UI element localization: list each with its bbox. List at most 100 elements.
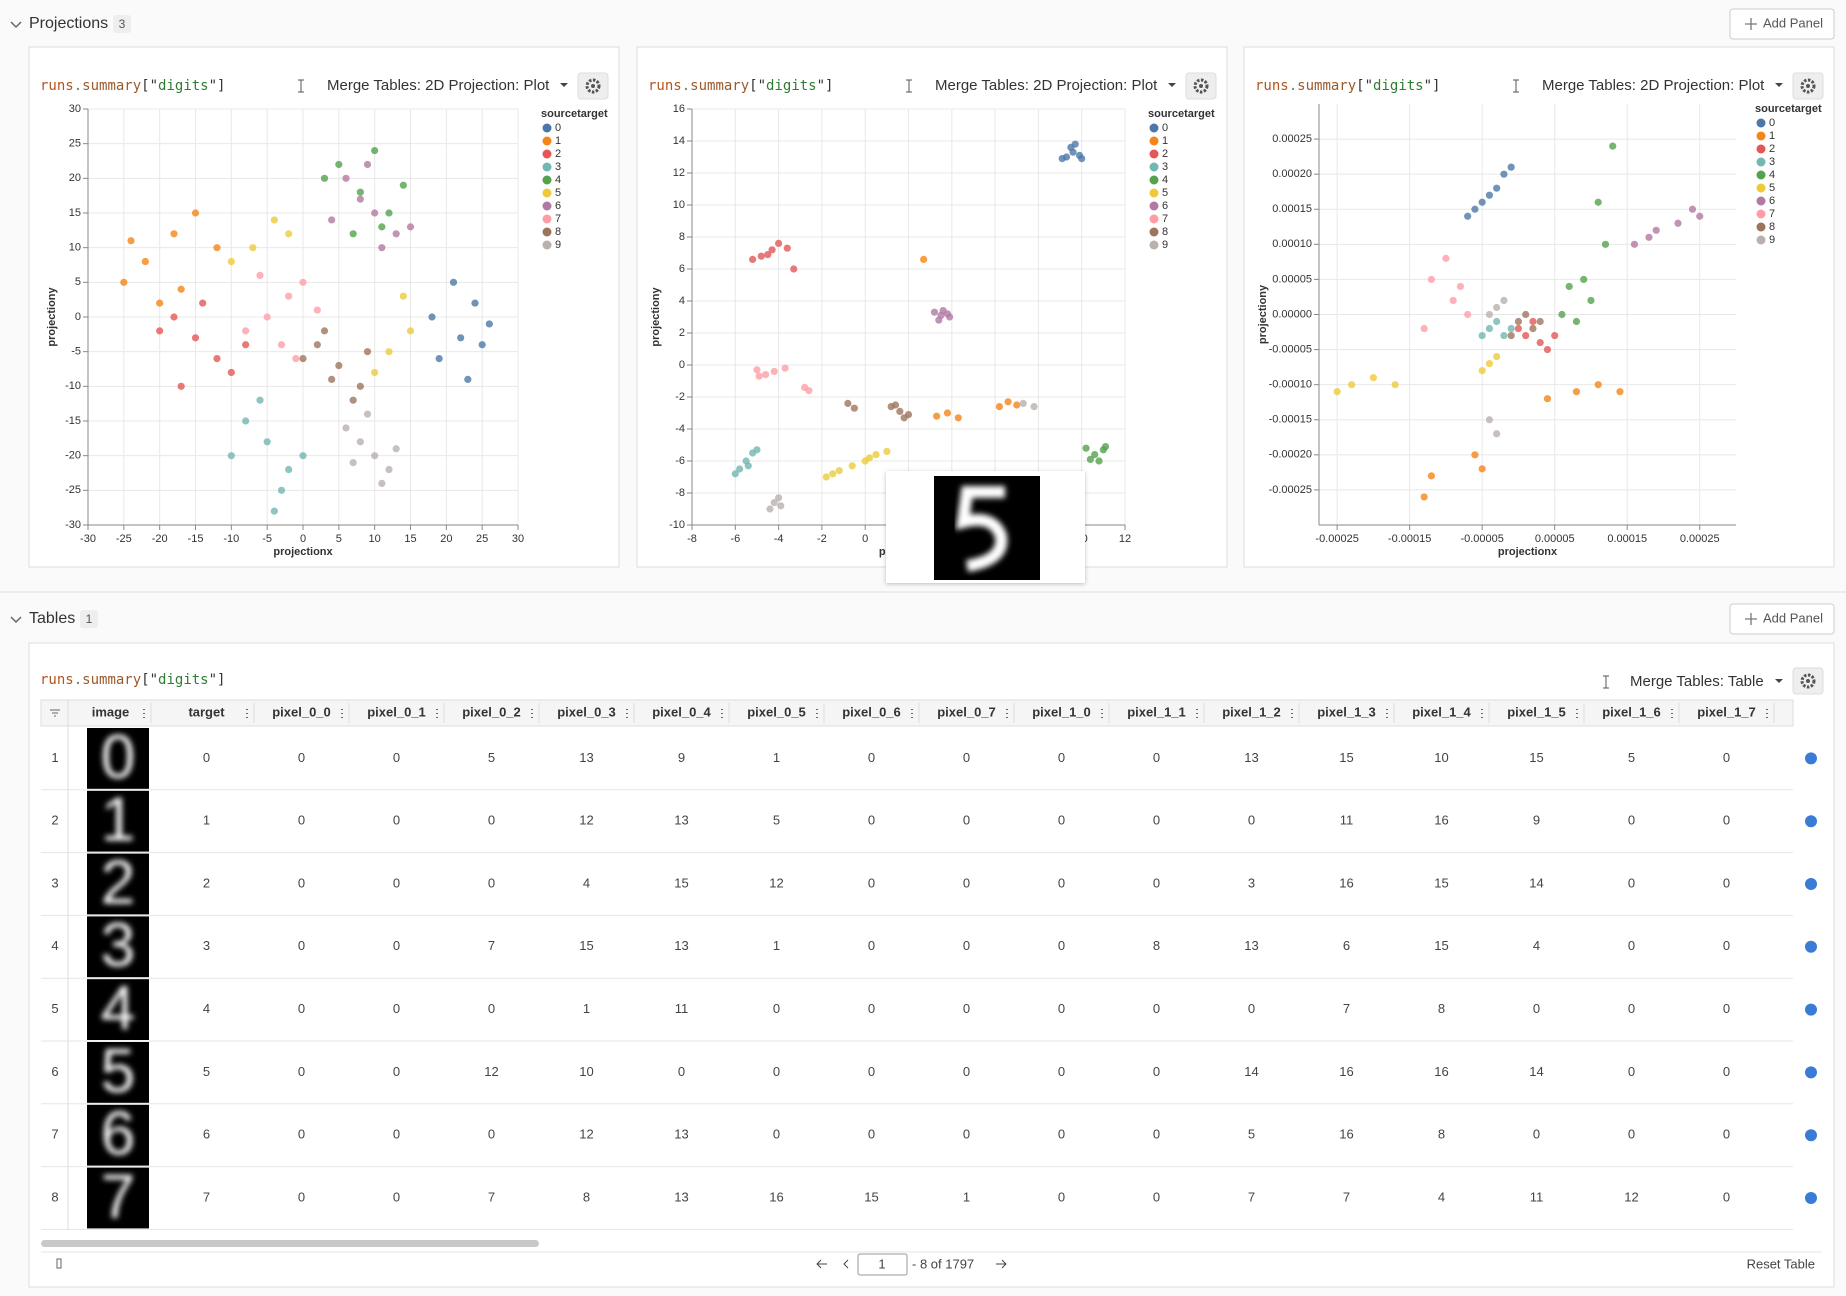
cell: 0	[203, 750, 210, 765]
column-header[interactable]: pixel_1_7	[1697, 704, 1756, 719]
cell: 16	[1339, 1064, 1353, 1079]
collapse-icon[interactable]	[10, 21, 22, 29]
row-select[interactable]	[1805, 1003, 1817, 1016]
dropdown[interactable]: Merge Tables: Table	[1630, 673, 1764, 690]
gear-hub[interactable]	[1806, 679, 1810, 683]
legend-label: 8	[1162, 226, 1168, 238]
row-select[interactable]	[1805, 815, 1817, 828]
query-token: runs	[648, 78, 682, 94]
y-tick-label: 10	[69, 242, 81, 254]
y-tick-label: -4	[675, 423, 685, 435]
row-number: 4	[51, 938, 58, 953]
point	[829, 470, 837, 478]
dropdown[interactable]: Merge Tables: 2D Projection: Plot	[327, 77, 550, 94]
row-select[interactable]	[1805, 1066, 1817, 1079]
point	[292, 355, 300, 363]
column-toggle[interactable]	[56, 1258, 62, 1269]
page-input[interactable]	[857, 1253, 908, 1276]
legend-swatch	[542, 188, 552, 198]
point	[1442, 254, 1450, 262]
y-tick-label: -25	[65, 484, 81, 496]
button-bg[interactable]	[1729, 8, 1835, 40]
gear-icon[interactable]	[1193, 78, 1209, 94]
row-select[interactable]	[1805, 1129, 1817, 1142]
column-header[interactable]: pixel_0_1	[367, 704, 426, 719]
cell: 0	[298, 750, 305, 765]
dropdown-caret[interactable]	[560, 83, 568, 87]
point	[378, 479, 386, 487]
row-select[interactable]	[1805, 1192, 1817, 1204]
column-header[interactable]: image	[92, 704, 130, 719]
dropdown-caret[interactable]	[1775, 83, 1783, 87]
column-header[interactable]: pixel_0_3	[557, 704, 616, 719]
filter-icon[interactable]	[50, 709, 60, 717]
column-header[interactable]: pixel_1_4	[1412, 704, 1471, 719]
dropdown[interactable]: Merge Tables: 2D Projection: Plot	[1542, 77, 1765, 94]
column-header[interactable]: pixel_0_2	[462, 704, 521, 719]
gear-hub[interactable]	[591, 84, 595, 88]
column-header[interactable]: pixel_1_6	[1602, 704, 1661, 719]
gear-hub[interactable]	[1199, 84, 1203, 88]
point	[1071, 140, 1079, 148]
row-select[interactable]	[1805, 940, 1817, 953]
legend-label: 5	[1162, 187, 1168, 199]
column-header[interactable]: pixel_0_4	[652, 704, 711, 719]
scrollbar-thumb[interactable]	[41, 1240, 539, 1247]
prev-page[interactable]	[843, 1259, 849, 1269]
digit-image	[87, 1167, 149, 1229]
cell: 0	[298, 875, 305, 890]
page-input-value[interactable]: 1	[878, 1256, 885, 1271]
point	[399, 292, 407, 300]
column-header[interactable]: pixel_1_3	[1317, 704, 1376, 719]
button-bg[interactable]	[1729, 603, 1835, 635]
column-header[interactable]: pixel_0_7	[937, 704, 996, 719]
panel: runs.summary["digits"] Merge Tables: 2D P…	[1243, 46, 1835, 568]
column-header[interactable]: pixel_1_2	[1222, 704, 1281, 719]
point	[844, 399, 852, 407]
reset-table[interactable]: Reset Table	[1747, 1256, 1815, 1271]
query-token: runs	[40, 78, 74, 94]
collapse-icon[interactable]	[10, 616, 22, 624]
add-panel-button[interactable]: Add Panel	[1729, 8, 1835, 40]
column-header[interactable]: pixel_1_1	[1127, 704, 1186, 719]
cell: 4	[1438, 1189, 1445, 1204]
cell: 16	[1434, 1064, 1448, 1079]
row-select[interactable]	[1805, 752, 1817, 765]
add-panel-button[interactable]: Add Panel	[1729, 603, 1835, 635]
cell: 4	[203, 1001, 210, 1016]
first-page[interactable]	[816, 1259, 827, 1269]
dropdown-caret[interactable]	[1775, 679, 1783, 683]
point	[249, 244, 257, 252]
legend-label: 4	[555, 174, 561, 186]
point	[749, 255, 757, 263]
cell: 12	[1624, 1189, 1638, 1204]
point	[256, 396, 264, 404]
button-label[interactable]: Add Panel	[1763, 610, 1823, 625]
dropdown[interactable]: Merge Tables: 2D Projection: Plot	[935, 77, 1158, 94]
row-select[interactable]	[1805, 878, 1817, 890]
cell: 0	[1058, 750, 1065, 765]
column-header[interactable]: pixel_1_0	[1032, 704, 1091, 719]
dropdown-caret[interactable]	[1168, 83, 1176, 87]
point	[478, 341, 486, 349]
point	[1078, 155, 1086, 163]
gear-icon[interactable]	[1800, 673, 1816, 689]
point	[485, 320, 493, 328]
gear-icon[interactable]	[585, 78, 601, 94]
legend-swatch	[1149, 201, 1159, 211]
column-header[interactable]: pixel_0_0	[272, 704, 331, 719]
column-header[interactable]: pixel_0_5	[747, 704, 806, 719]
cell: 11	[1530, 1189, 1544, 1204]
y-tick-label: 0.00025	[1272, 133, 1312, 145]
point	[342, 424, 350, 432]
gear-icon[interactable]	[1800, 78, 1816, 94]
button-label[interactable]: Add Panel	[1763, 15, 1823, 30]
column-header[interactable]: pixel_1_5	[1507, 704, 1566, 719]
column-header[interactable]: pixel_0_6	[842, 704, 901, 719]
gear-hub[interactable]	[1806, 84, 1810, 88]
next-page[interactable]	[996, 1259, 1007, 1269]
column-header[interactable]: target	[188, 704, 225, 719]
x-tick-label: 12	[1119, 533, 1131, 545]
point	[1464, 310, 1472, 319]
cell: 6	[1343, 938, 1350, 953]
